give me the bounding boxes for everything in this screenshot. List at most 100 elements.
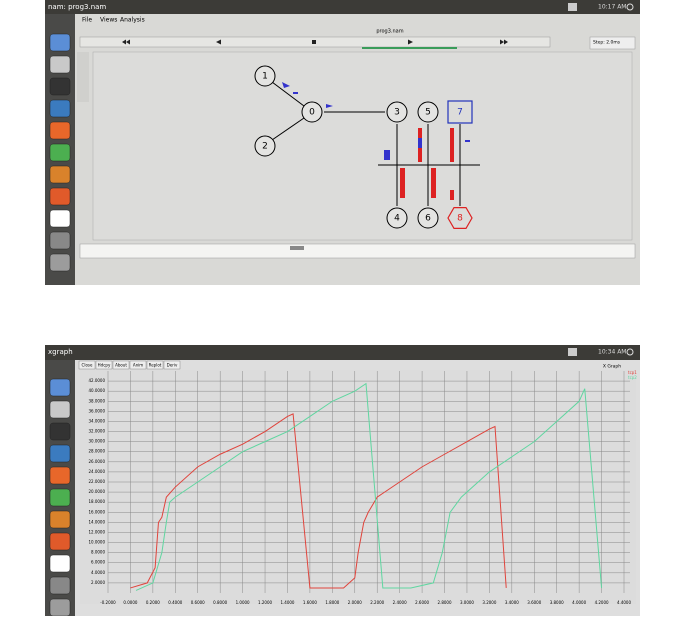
playback-controls[interactable] <box>79 36 551 49</box>
launcher-icon[interactable] <box>49 444 71 463</box>
power-icon <box>626 3 634 11</box>
y-tick-label: 42.0000 <box>88 378 105 383</box>
launcher-icon[interactable] <box>49 488 71 507</box>
node <box>254 65 276 87</box>
launcher-icon[interactable] <box>49 422 71 441</box>
toolbar-button[interactable] <box>163 360 181 370</box>
toolbar-button-label[interactable]: Deriv <box>167 363 178 368</box>
y-tick-label: 20.0000 <box>88 489 105 494</box>
x-tick-label: 1.2000 <box>258 600 272 605</box>
play-indicator <box>362 47 457 49</box>
x-tick-label: 4.4000 <box>617 600 631 605</box>
toolbar-button[interactable] <box>129 360 147 370</box>
node-label: 4 <box>394 214 400 224</box>
node <box>447 207 473 229</box>
launcher-icon[interactable] <box>49 554 71 573</box>
node-label: 5 <box>425 108 431 118</box>
play[interactable] <box>408 39 413 45</box>
series-line <box>130 413 507 589</box>
step-box[interactable] <box>589 36 636 50</box>
time-slider[interactable] <box>290 246 304 250</box>
x-tick-label: 1.0000 <box>236 600 250 605</box>
x-tick-label: 0.8000 <box>213 600 227 605</box>
x-tick-label: 1.8000 <box>325 600 339 605</box>
launcher-icon[interactable] <box>49 378 71 397</box>
y-tick-label: 24.0000 <box>88 469 105 474</box>
launcher-icon[interactable] <box>49 576 71 595</box>
x-tick-label: 3.6000 <box>527 600 541 605</box>
stop[interactable] <box>312 40 316 44</box>
toolbar-button[interactable] <box>95 360 113 370</box>
x-tick-label: 0.2000 <box>146 600 160 605</box>
menu-item[interactable]: Analysis <box>120 17 145 24</box>
node-label: 3 <box>394 108 400 118</box>
y-tick-label: 40.0000 <box>88 388 105 393</box>
graph-title: X Graph <box>603 364 621 370</box>
launcher-icon[interactable] <box>49 33 71 52</box>
launcher-icon[interactable] <box>49 143 71 162</box>
y-tick-label: 26.0000 <box>88 459 105 464</box>
launcher-icon[interactable] <box>49 466 71 485</box>
launcher-icon[interactable] <box>49 55 71 74</box>
forward[interactable] <box>500 39 504 45</box>
launcher-icon[interactable] <box>49 400 71 419</box>
launcher-icon[interactable] <box>49 99 71 118</box>
top-panel <box>45 0 640 14</box>
menu-item[interactable]: File <box>82 17 92 24</box>
y-tick-label: 36.0000 <box>88 408 105 413</box>
toolbar-button-label[interactable]: About <box>115 363 127 368</box>
node <box>386 101 408 123</box>
top-panel <box>45 345 640 360</box>
x-tick-label: 2.4000 <box>393 600 407 605</box>
x-tick-label: 2.2000 <box>370 600 384 605</box>
launcher-icon[interactable] <box>49 121 71 140</box>
node-label: 6 <box>425 214 431 224</box>
x-tick-label: 4.2000 <box>595 600 609 605</box>
y-tick-label: 2.0000 <box>91 580 105 585</box>
y-tick-label: 18.0000 <box>88 499 105 504</box>
node-label: 8 <box>457 214 463 224</box>
launcher-icon[interactable] <box>49 77 71 96</box>
toolbar-button-label[interactable]: Replot <box>149 363 162 368</box>
zoom-tools[interactable] <box>77 52 89 102</box>
toolbar-button[interactable] <box>146 360 164 370</box>
toolbar-button-label[interactable]: Close <box>82 363 93 368</box>
forward[interactable] <box>504 39 508 45</box>
toolbar-button-label[interactable]: Hdcpy <box>98 363 111 368</box>
launcher-icon[interactable] <box>49 209 71 228</box>
menu-item[interactable]: Views <box>100 17 117 24</box>
x-tick-label: 3.8000 <box>550 600 564 605</box>
launcher-icon[interactable] <box>49 165 71 184</box>
node <box>254 135 276 157</box>
launcher-icon[interactable] <box>49 231 71 250</box>
x-tick-label: 1.6000 <box>303 600 317 605</box>
node <box>301 101 323 123</box>
rewind[interactable] <box>122 39 126 45</box>
toolbar-button[interactable] <box>112 360 130 370</box>
back[interactable] <box>216 39 221 45</box>
nodes: 0 1 2 3 4 5 6 7 8 <box>254 65 473 229</box>
y-tick-label: 38.0000 <box>88 398 105 403</box>
launcher-icon[interactable] <box>49 510 71 529</box>
launcher-icon[interactable] <box>49 253 71 272</box>
y-tick-label: 14.0000 <box>88 519 105 524</box>
launcher-icon[interactable] <box>49 532 71 551</box>
node <box>447 100 473 124</box>
x-tick-label: 0.4000 <box>168 600 182 605</box>
x-tick-label: 3.0000 <box>460 600 474 605</box>
launcher-icons[interactable] <box>49 33 71 617</box>
y-tick-label: 10.0000 <box>88 540 105 545</box>
rewind[interactable] <box>126 39 130 45</box>
toolbar-button-label[interactable]: Anim <box>133 363 143 368</box>
y-tick-label: 22.0000 <box>88 479 105 484</box>
timeline[interactable] <box>79 243 636 259</box>
series-line <box>135 382 603 591</box>
launcher-icon[interactable] <box>49 187 71 206</box>
launcher-icon[interactable] <box>49 598 71 617</box>
toolbar-button[interactable] <box>78 360 96 370</box>
legend-label: tcp1 <box>628 370 637 375</box>
y-tick-label: 32.0000 <box>88 429 105 434</box>
y-tick-label: 16.0000 <box>88 509 105 514</box>
x-tick-label: 2.0000 <box>348 600 362 605</box>
